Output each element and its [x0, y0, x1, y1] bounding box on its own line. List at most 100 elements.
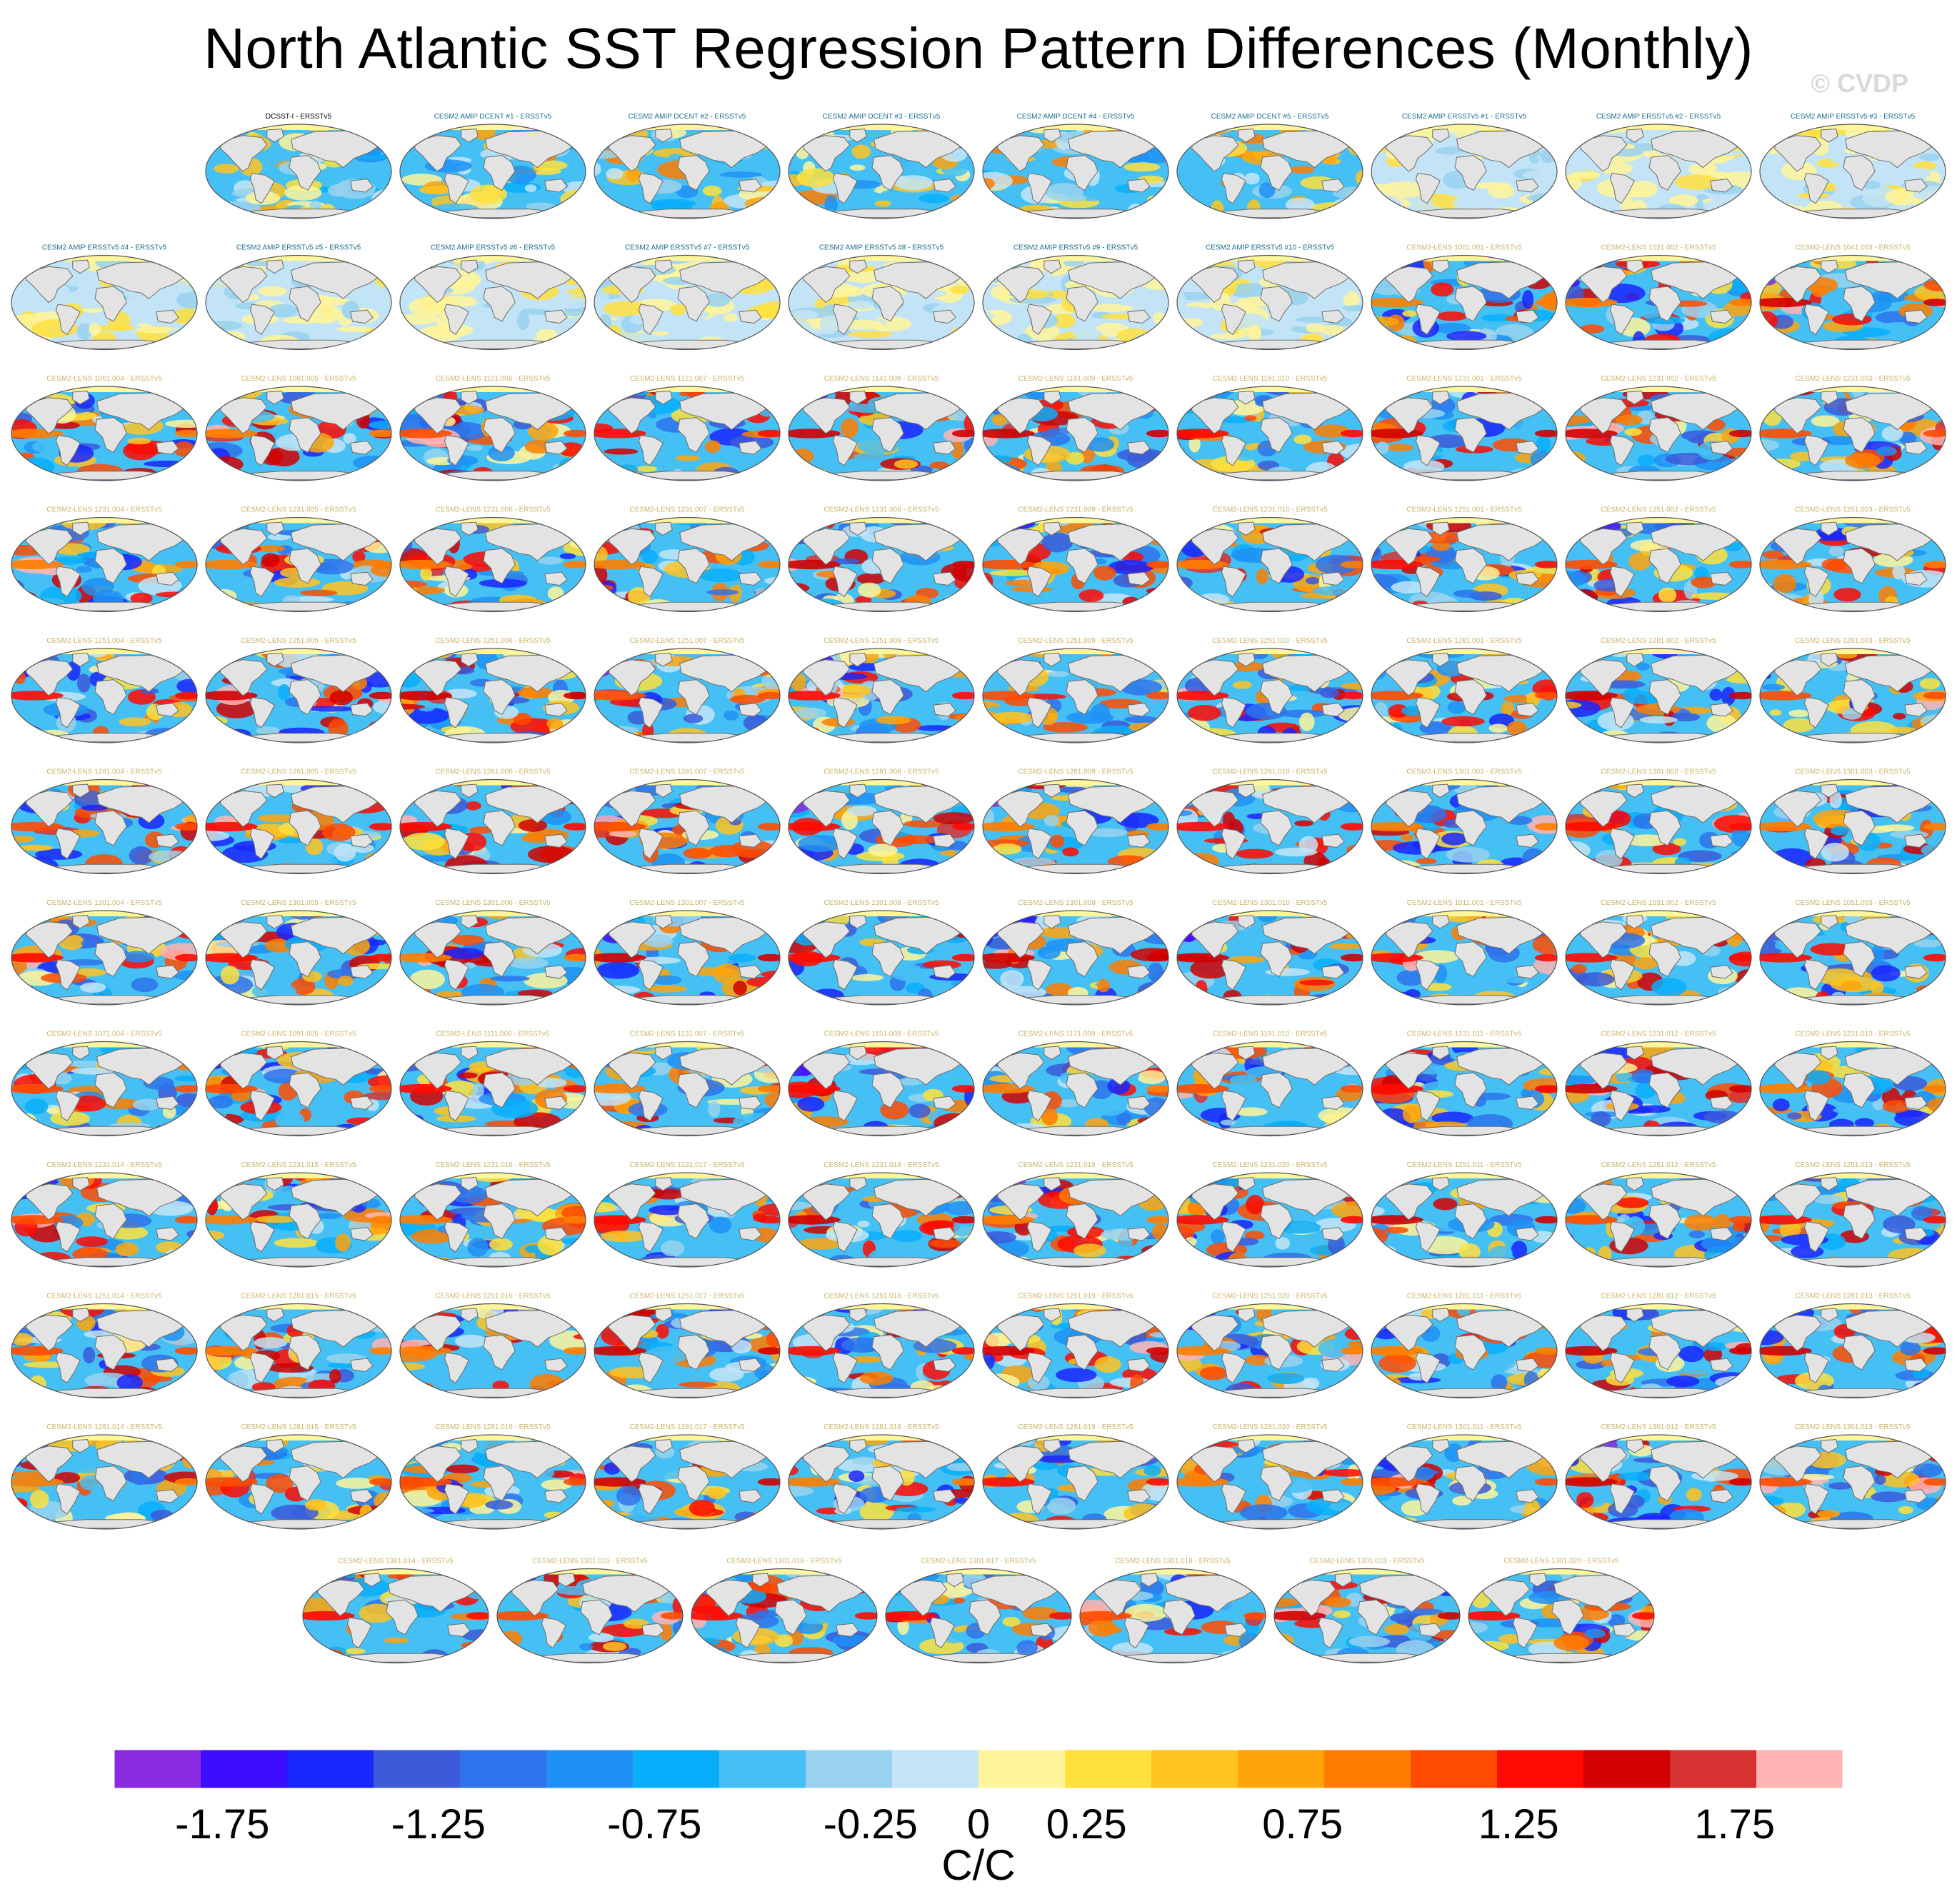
map-panel: CESM2-LENS 1251.002 - ERSSTv5: [1565, 506, 1752, 613]
map-panel: CESM2-LENS 1231.016 - ERSSTv5: [399, 1161, 586, 1268]
map-panel: CESM2-LENS 1301.003 - ERSSTv5: [1759, 768, 1946, 875]
panel-title: CESM2-LENS 1301.010 - ERSSTv5: [1212, 899, 1328, 907]
map-panel: CESM2-LENS 1251.007 - ERSSTv5: [594, 637, 781, 743]
map-panel: CESM2-LENS 1231.015 - ERSSTv5: [205, 1161, 392, 1268]
map-panel: CESM2-LENS 1281.020 - ERSSTv5: [1176, 1423, 1363, 1530]
map-panel: CESM2-LENS 1251.017 - ERSSTv5: [594, 1293, 781, 1399]
panel-title: CESM2-LENS 1281.019 - ERSSTv5: [1018, 1423, 1133, 1431]
map-panel: CESM2-LENS 1031.002 - ERSSTv5: [1565, 899, 1752, 1006]
panel-title: CESM2-LENS 1251.003 - ERSSTv5: [1795, 506, 1911, 514]
map-panel: CESM2-LENS 1281.012 - ERSSTv5: [1565, 1293, 1752, 1399]
map-panel: CESM2-LENS 1231.011 - ERSSTv5: [1371, 1031, 1558, 1137]
map-panel: CESM2-LENS 1301.010 - ERSSTv5: [1176, 899, 1363, 1006]
map-panel: CESM2-LENS 1281.008 - ERSSTv5: [788, 768, 975, 875]
map-panel: CESM2-LENS 1051.003 - ERSSTv5: [1759, 899, 1946, 1006]
panel-title: CESM2-LENS 1231.020 - ERSSTv5: [1212, 1161, 1328, 1169]
map-panel: CESM2-LENS 1081.005 - ERSSTv5: [205, 375, 392, 481]
map-panel: CESM2-LENS 1281.009 - ERSSTv5: [982, 768, 1169, 875]
panel-title: CESM2-LENS 1301.006 - ERSSTv5: [435, 899, 551, 907]
panel-title: CESM2 AMIP ERSSTv5 #4 - ERSSTv5: [42, 244, 167, 252]
map-panel: CESM2-LENS 1301.017 - ERSSTv5: [885, 1558, 1072, 1664]
map-panel: CESM2-LENS 1281.013 - ERSSTv5: [1759, 1293, 1946, 1399]
map-panel: CESM2-LENS 1251.004 - ERSSTv5: [11, 637, 198, 743]
map-panel: CESM2-LENS 1121.007 - ERSSTv5: [594, 375, 781, 481]
map-panel: CESM2-LENS 1251.003 - ERSSTv5: [1759, 506, 1946, 613]
map-panel: CESM2-LENS 1071.004 - ERSSTv5: [11, 1031, 198, 1137]
colorbar-swatch: [633, 1750, 720, 1788]
map-panel: CESM2-LENS 1251.020 - ERSSTv5: [1176, 1293, 1363, 1399]
map-panel: CESM2-LENS 1281.004 - ERSSTv5: [11, 768, 198, 875]
map-panel: CESM2-LENS 1281.006 - ERSSTv5: [399, 768, 586, 875]
map-panel: CESM2 AMIP ERSSTv5 #4 - ERSSTv5: [11, 244, 198, 351]
colorbar-tick-label: -0.75: [607, 1801, 701, 1848]
map-panel: CESM2 AMIP ERSSTv5 #7 - ERSSTv5: [594, 244, 781, 351]
panel-title: CESM2-LENS 1061.004 - ERSSTv5: [46, 375, 162, 383]
panel-title: CESM2-LENS 1281.016 - ERSSTv5: [435, 1423, 551, 1431]
map-panel: CESM2-LENS 1251.011 - ERSSTv5: [1371, 1161, 1558, 1268]
map-panel: CESM2-LENS 1281.002 - ERSSTv5: [1565, 637, 1752, 743]
panel-title: CESM2-LENS 1251.002 - ERSSTv5: [1601, 506, 1716, 514]
panel-title: CESM2-LENS 1251.004 - ERSSTv5: [46, 637, 162, 645]
map-panel: CESM2-LENS 1281.018 - ERSSTv5: [788, 1423, 975, 1530]
map-panel: CESM2-LENS 1231.017 - ERSSTv5: [594, 1161, 781, 1268]
panel-title: CESM2-LENS 1301.012 - ERSSTv5: [1601, 1423, 1716, 1431]
map-panel: CESM2 AMIP ERSSTv5 #2 - ERSSTv5: [1565, 113, 1752, 219]
panel-title: CESM2-LENS 1301.005 - ERSSTv5: [241, 899, 356, 907]
panel-title: CESM2-LENS 1041.003 - ERSSTv5: [1795, 244, 1911, 252]
colorbar-frame: [114, 1749, 1843, 1789]
map-panel: CESM2-LENS 1111.006 - ERSSTv5: [399, 1031, 586, 1137]
colorbar-swatch: [1411, 1750, 1498, 1788]
panel-title: CESM2-LENS 1301.004 - ERSSTv5: [46, 899, 162, 907]
panel-title: CESM2 AMIP DCENT #3 - ERSSTv5: [823, 113, 941, 121]
panel-title: CESM2 AMIP DCENT #4 - ERSSTv5: [1017, 113, 1135, 121]
panel-title: CESM2-LENS 1231.008 - ERSSTv5: [824, 506, 939, 514]
panel-title: CESM2-LENS 1231.002 - ERSSTv5: [1601, 375, 1716, 383]
map-panel: CESM2-LENS 1251.018 - ERSSTv5: [788, 1293, 975, 1399]
panel-title: CESM2-LENS 1281.012 - ERSSTv5: [1601, 1293, 1716, 1301]
map-panel: CESM2-LENS 1301.012 - ERSSTv5: [1565, 1423, 1752, 1530]
panel-title: CESM2-LENS 1301.016 - ERSSTv5: [726, 1558, 842, 1565]
map-panel: CESM2-LENS 1231.012 - ERSSTv5: [1565, 1031, 1752, 1137]
panel-title: CESM2 AMIP ERSSTv5 #10 - ERSSTv5: [1206, 244, 1334, 252]
map-panel: CESM2 AMIP DCENT #5 - ERSSTv5: [1176, 113, 1363, 219]
panel-title: CESM2 AMIP ERSSTv5 #2 - ERSSTv5: [1596, 113, 1721, 121]
map-panel: CESM2-LENS 1301.006 - ERSSTv5: [399, 899, 586, 1006]
map-panel: CESM2-LENS 1251.008 - ERSSTv5: [788, 637, 975, 743]
panel-title: CESM2-LENS 1301.019 - ERSSTv5: [1309, 1558, 1425, 1565]
panel-title: CESM2 AMIP ERSSTv5 #9 - ERSSTv5: [1013, 244, 1138, 252]
map-panel: CESM2-LENS 1281.017 - ERSSTv5: [594, 1423, 781, 1530]
map-panel: CESM2-LENS 1231.009 - ERSSTv5: [982, 506, 1169, 613]
panel-title: CESM2-LENS 1131.007 - ERSSTv5: [630, 1031, 745, 1038]
map-panel: CESM2-LENS 1001.001 - ERSSTv5: [1371, 244, 1558, 351]
map-panel: CESM2 AMIP ERSSTv5 #6 - ERSSTv5: [399, 244, 586, 351]
panel-title: CESM2-LENS 1301.008 - ERSSTv5: [824, 899, 939, 907]
panel-title: CESM2-LENS 1251.009 - ERSSTv5: [1018, 637, 1133, 645]
panel-title: CESM2 AMIP DCENT #5 - ERSSTv5: [1211, 113, 1329, 121]
colorbar: -1.75 -1.25 -0.75 -0.25 0 0.25 0.75 1.25 1.75 C/…: [114, 1749, 1843, 1889]
map-panel: CESM2-LENS 1161.009 - ERSSTv5: [982, 375, 1169, 481]
map-panel: CESM2 AMIP ERSSTv5 #9 - ERSSTv5: [982, 244, 1169, 351]
colorbar-swatch: [114, 1750, 201, 1788]
panel-title: CESM2 AMIP ERSSTv5 #6 - ERSSTv5: [431, 244, 556, 252]
map-panel: CESM2-LENS 1251.006 - ERSSTv5: [399, 637, 586, 743]
map-panel: CESM2-LENS 1251.009 - ERSSTv5: [982, 637, 1169, 743]
map-panel: CESM2-LENS 1251.013 - ERSSTv5: [1759, 1161, 1946, 1268]
map-panel: CESM2-LENS 1101.006 - ERSSTv5: [399, 375, 586, 481]
panel-title: CESM2-LENS 1101.006 - ERSSTv5: [436, 375, 551, 383]
map-panel: CESM2-LENS 1281.007 - ERSSTv5: [594, 768, 781, 875]
map-panel: CESM2 AMIP DCENT #4 - ERSSTv5: [982, 113, 1169, 219]
panel-title: CESM2-LENS 1281.007 - ERSSTv5: [629, 768, 745, 776]
panel-title: CESM2-LENS 1251.015 - ERSSTv5: [241, 1293, 356, 1301]
map-panel: CESM2-LENS 1251.016 - ERSSTv5: [399, 1293, 586, 1399]
map-panel: CESM2-LENS 1141.008 - ERSSTv5: [788, 375, 975, 481]
map-panel: CESM2-LENS 1251.014 - ERSSTv5: [11, 1293, 198, 1399]
panel-title: CESM2-LENS 1121.007 - ERSSTv5: [630, 375, 745, 383]
panel-title: CESM2-LENS 1301.014 - ERSSTv5: [338, 1558, 454, 1565]
panel-title: CESM2-LENS 1151.008 - ERSSTv5: [824, 1031, 939, 1038]
panel-title: CESM2-LENS 1251.008 - ERSSTv5: [824, 637, 939, 645]
map-panel: CESM2-LENS 1231.013 - ERSSTv5: [1759, 1031, 1946, 1137]
cvdp-watermark: © CVDP: [1811, 69, 1908, 98]
colorbar-swatch: [201, 1750, 288, 1788]
map-panel: CESM2-LENS 1011.001 - ERSSTv5: [1371, 899, 1558, 1006]
map-panel: CESM2-LENS 1231.018 - ERSSTv5: [788, 1161, 975, 1268]
